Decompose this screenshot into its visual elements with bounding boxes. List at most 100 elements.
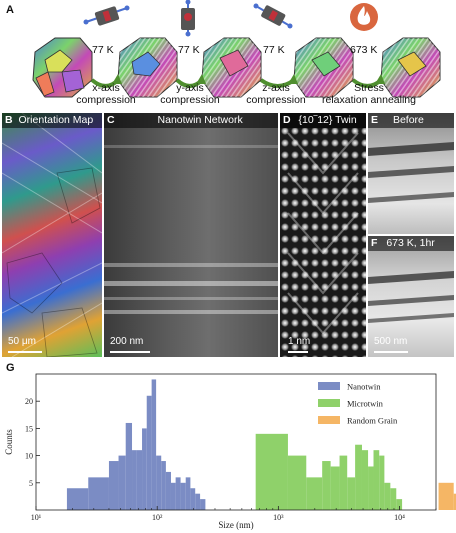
annealed-panel: F 673 K, 1hr 500 nm <box>368 236 454 357</box>
twin-band <box>104 145 278 148</box>
twin-band <box>104 263 278 267</box>
orientation-map-scale-bar <box>8 351 42 353</box>
histogram-bar-microtwin <box>339 455 348 510</box>
histogram-bar-microtwin <box>322 461 331 510</box>
histogram-bar-nanotwin <box>118 455 126 510</box>
twin-hrtem-scale-label: 1 nm <box>288 336 311 347</box>
y-tick-label: 15 <box>25 424 33 433</box>
histogram-bar-microtwin <box>390 488 397 510</box>
histogram-bar-nanotwin <box>88 477 109 510</box>
twin-hrtem-panel: D {10‾12} Twin 1 nm <box>280 113 366 357</box>
histogram-bar-nanotwin <box>146 395 152 510</box>
legend-label: Microtwin <box>347 399 384 409</box>
y-tick-label: 20 <box>25 397 33 406</box>
compression-rig-x-icon <box>83 5 130 26</box>
nanotwin-network-title: Nanotwin Network <box>157 114 243 126</box>
step-3-action: compression <box>246 94 306 106</box>
step-2-action: compression <box>160 94 220 106</box>
panel-d-letter: D <box>283 114 291 126</box>
grain-polyhedron-z <box>293 37 354 98</box>
histogram-bar-nanotwin <box>180 482 186 510</box>
twin-hrtem-scale-bar <box>288 351 308 353</box>
twin-hrtem-title: {10‾12} Twin <box>298 114 357 126</box>
step-2-temp: 77 K <box>178 44 200 56</box>
before-panel: E Before <box>368 113 454 234</box>
histogram-bar-nanotwin <box>165 471 171 510</box>
histogram-bar-nanotwin <box>185 477 191 510</box>
nanotwin-network-panel: C Nanotwin Network 200 nm <box>104 113 278 357</box>
panel-b-letter: B <box>5 114 13 126</box>
histogram-bar-microtwin <box>330 466 340 510</box>
size-histogram: 5 10 15 20 10¹ 10² 10³ 10⁴ Counts Size (nm) Nan… <box>4 373 456 530</box>
step-3-temp: 77 K <box>263 44 285 56</box>
step-3-axis: z-axis <box>262 82 290 94</box>
x-axis-label: Size (nm) <box>218 520 253 530</box>
legend-swatch <box>318 399 340 407</box>
process-arrow-3 <box>259 74 298 88</box>
compression-rig-y-icon <box>181 0 195 37</box>
grain-polyhedron-initial <box>32 37 93 98</box>
histogram-bar-nanotwin <box>175 477 181 510</box>
histogram-bar-nanotwin <box>142 428 147 510</box>
step-4-label: Stress relaxation annealing <box>314 82 424 106</box>
legend-swatch <box>318 382 340 390</box>
histogram-bar-nanotwin <box>132 450 137 510</box>
deformation-schematic <box>32 0 441 98</box>
y-tick-label: 10 <box>25 452 33 461</box>
step-1-label: x-axis compression <box>66 82 146 106</box>
histogram-bar-microtwin <box>287 455 307 510</box>
annealed-title: 673 K, 1hr <box>386 237 435 249</box>
histogram-bar-nanotwin <box>200 499 206 510</box>
panel-g-letter: G <box>6 362 15 374</box>
twin-band <box>104 281 278 286</box>
y-axis-label: Counts <box>4 429 14 455</box>
histogram-bar-microtwin <box>347 477 356 510</box>
orientation-map-title: Orientation Map <box>18 114 94 126</box>
before-header: E Before <box>368 113 454 128</box>
x-tick-label: 10¹ <box>31 513 42 522</box>
annealed-scale-label: 500 nm <box>374 336 408 347</box>
process-arrow-1 <box>90 74 122 88</box>
histogram-bar-microtwin <box>396 499 403 510</box>
twin-band <box>104 297 278 300</box>
histogram-bar-nanotwin <box>195 493 201 510</box>
twin-band <box>104 310 278 314</box>
histogram-bar-microtwin <box>255 433 288 510</box>
histogram-bar-nanotwin <box>151 379 157 510</box>
histogram-bar-microtwin <box>373 450 380 510</box>
orientation-map-scale-label: 50 μm <box>8 336 36 347</box>
step-2-axis: y-axis <box>176 82 204 94</box>
annealed-header: F 673 K, 1hr <box>368 236 454 251</box>
histogram-bar-microtwin <box>379 455 385 510</box>
step-2-label: y-axis compression <box>150 82 230 106</box>
twin-band <box>368 141 454 157</box>
grain-polyhedron-annealed <box>380 37 441 98</box>
histogram-bar-microtwin <box>306 477 323 510</box>
y-tick-label: 5 <box>29 479 33 488</box>
panel-f-letter: F <box>371 237 378 249</box>
orientation-map-header: B Orientation Map <box>2 113 102 128</box>
legend-label: Random Grain <box>347 416 398 426</box>
histogram-bar-nanotwin <box>170 482 176 510</box>
legend-swatch <box>318 416 340 424</box>
step-1-action: compression <box>76 94 136 106</box>
orientation-map-panel: B Orientation Map 50 μm <box>2 113 102 357</box>
histogram-bar-microtwin <box>361 450 369 510</box>
histogram-bar-random-grain <box>438 482 454 510</box>
histogram-bar-microtwin <box>355 444 362 510</box>
step-4-detail: relaxation annealing <box>322 94 416 106</box>
histogram-bar-nanotwin <box>156 455 162 510</box>
x-tick-label: 10² <box>152 513 163 522</box>
process-arrow-2 <box>175 74 206 88</box>
grain-polyhedron-x <box>117 37 178 98</box>
twin-hrtem-header: D {10‾12} Twin <box>280 113 366 128</box>
panel-c-letter: C <box>107 114 115 126</box>
nanotwin-network-scale-bar <box>110 351 150 353</box>
x-tick-label: 10⁴ <box>394 513 405 522</box>
histogram-bar-microtwin <box>368 466 374 510</box>
step-1-axis: x-axis <box>92 82 120 94</box>
panel-a-letter: A <box>6 4 14 16</box>
panel-e-letter: E <box>371 114 379 126</box>
histogram-bar-nanotwin <box>136 450 143 510</box>
nanotwin-network-header: C Nanotwin Network <box>104 113 278 128</box>
